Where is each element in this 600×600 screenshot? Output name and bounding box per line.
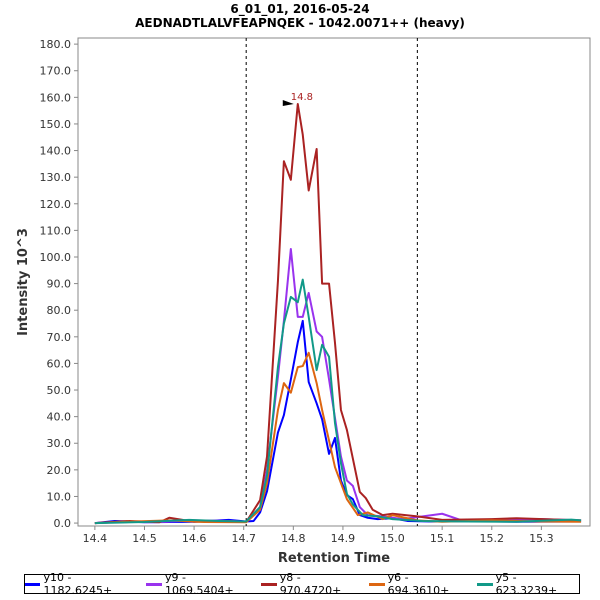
legend-swatch xyxy=(25,582,41,586)
y-tick-label: 150.0 xyxy=(40,118,72,131)
x-tick-label: 14.8 xyxy=(281,532,306,545)
x-tick-label: 14.4 xyxy=(83,532,108,545)
x-tick-label: 14.5 xyxy=(132,532,157,545)
y-tick-label: 70.0 xyxy=(47,331,72,344)
legend-item: y5 - 623.3239+ xyxy=(477,571,579,597)
y-tick-label: 10.0 xyxy=(47,490,72,503)
x-tick-label: 15.0 xyxy=(380,532,405,545)
y-tick-label: 20.0 xyxy=(47,464,72,477)
legend-label: y6 - 694.3610+ xyxy=(387,571,450,597)
chart-subtitle: AEDNADTLALVFEAPNQEK - 1042.0071++ (heavy… xyxy=(135,16,465,30)
y-tick-label: 140.0 xyxy=(40,145,72,158)
legend-swatch xyxy=(369,582,385,586)
y-tick-label: 40.0 xyxy=(47,411,72,424)
y-tick-label: 80.0 xyxy=(47,304,72,317)
y-tick-label: 60.0 xyxy=(47,357,72,370)
x-axis-label: Retention Time xyxy=(278,551,390,566)
legend-item: y8 - 970.4720+ xyxy=(261,571,363,597)
y-tick-label: 100.0 xyxy=(40,251,72,264)
legend-swatch xyxy=(261,582,277,586)
peak-marker-icon xyxy=(282,99,294,106)
x-tick-label: 14.9 xyxy=(331,532,356,545)
legend-label: y9 - 1069.5404+ xyxy=(164,571,234,597)
y-tick-label: 90.0 xyxy=(47,278,72,291)
series-line-y5 xyxy=(94,278,582,525)
series-line-y6 xyxy=(94,351,582,525)
legend-item: y9 - 1069.5404+ xyxy=(146,571,255,597)
y-tick-label: 120.0 xyxy=(40,198,72,211)
y-tick-label: 110.0 xyxy=(40,224,72,237)
y-axis-label: Intensity 10^3 xyxy=(16,228,31,336)
x-tick-label: 15.1 xyxy=(430,532,455,545)
legend-swatch xyxy=(477,582,493,586)
y-tick-label: 170.0 xyxy=(40,65,72,78)
legend-item: y6 - 694.3610+ xyxy=(369,571,471,597)
y-tick-label: 0.0 xyxy=(54,517,72,530)
y-tick-label: 180.0 xyxy=(40,38,72,51)
y-tick-label: 50.0 xyxy=(47,384,72,397)
legend: y10 - 1182.6245+ y9 - 1069.5404+ y8 - 970.… xyxy=(24,571,580,597)
legend-swatch xyxy=(146,582,162,586)
legend-label: y5 - 623.3239+ xyxy=(495,571,558,597)
legend-label: y10 - 1182.6245+ xyxy=(43,571,113,597)
chart-title: 6_01_01, 2016-05-24 xyxy=(230,2,370,16)
x-tick-label: 14.6 xyxy=(182,532,207,545)
y-tick-label: 160.0 xyxy=(40,91,72,104)
x-tick-label: 15.3 xyxy=(529,532,554,545)
plot-frame xyxy=(77,37,591,527)
legend-item: y10 - 1182.6245+ xyxy=(25,571,140,597)
legend-label: y8 - 970.4720+ xyxy=(279,571,342,597)
x-tick-label: 15.2 xyxy=(480,532,505,545)
x-tick-label: 14.7 xyxy=(231,532,256,545)
y-tick-label: 130.0 xyxy=(40,171,72,184)
y-tick-label: 30.0 xyxy=(47,437,72,450)
peak-label: 14.8 xyxy=(291,92,313,103)
